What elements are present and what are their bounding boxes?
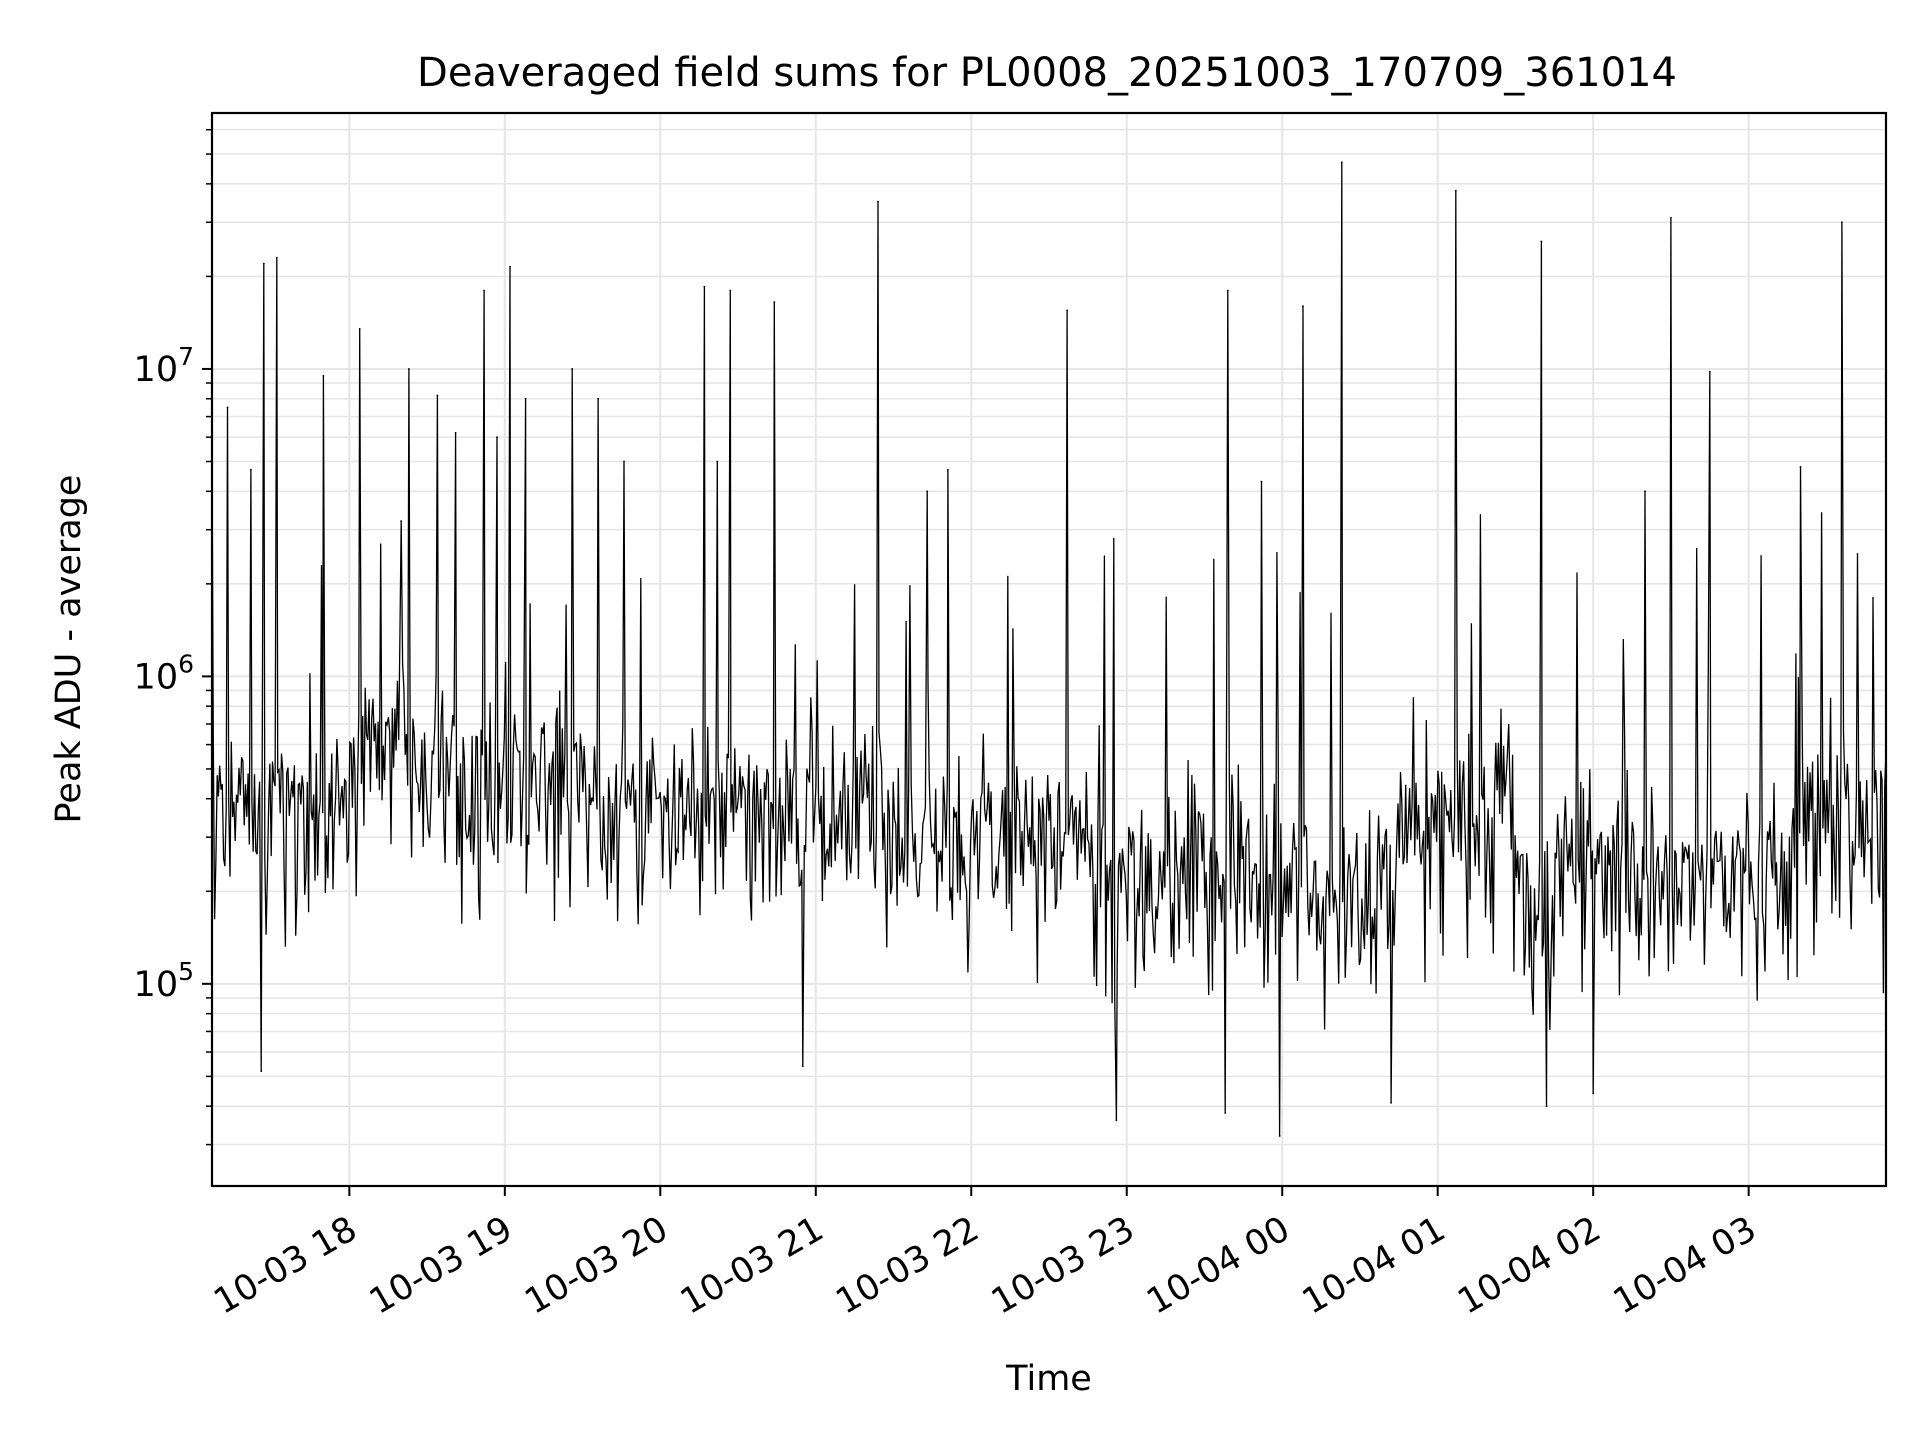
spike-point	[275, 256, 278, 259]
spike-point	[947, 468, 949, 471]
x-tick-label: 10-04 00	[1140, 1209, 1296, 1322]
dip-point	[1390, 1101, 1392, 1104]
y-tick-label: 105	[134, 957, 194, 1005]
spike-point	[1856, 553, 1859, 555]
spike-point	[703, 285, 706, 288]
grid-lines	[212, 113, 1886, 1186]
data-series	[211, 161, 1887, 1137]
dip-point	[260, 1070, 263, 1073]
x-tick-label: 10-03 23	[985, 1209, 1141, 1322]
spike-point	[1670, 216, 1672, 219]
plot-frame	[210, 111, 1888, 1188]
x-tick-label: 10-03 18	[208, 1209, 364, 1322]
spike-point	[571, 368, 574, 370]
y-axis-label: Peak ADU - average	[49, 475, 89, 824]
dip-point	[801, 1065, 804, 1068]
spike-point	[1872, 597, 1874, 599]
spike-point	[1708, 370, 1711, 373]
x-tick-label: 10-03 20	[519, 1209, 675, 1322]
spike-point	[1841, 221, 1843, 224]
spike-point	[509, 265, 511, 268]
spike-point	[716, 460, 719, 463]
spike-point	[226, 406, 229, 409]
x-tick-label: 10-03 21	[674, 1209, 830, 1322]
spike-point	[408, 368, 410, 370]
spike-point	[524, 397, 527, 400]
chart-title: Deaveraged field sums for PL0008_2025100…	[417, 50, 1677, 96]
spike-point	[436, 394, 439, 397]
spike-point	[322, 374, 325, 377]
x-axis-ticks: 10-03 18 10-03 19 10-03 20 10-03 21 10-03 22…	[208, 1186, 1763, 1322]
spike-point	[1112, 538, 1115, 540]
spike-point	[496, 436, 498, 439]
spike-point	[1302, 305, 1304, 308]
spike-point	[1799, 466, 1802, 468]
spike-point	[1340, 161, 1343, 164]
spike-point	[262, 262, 265, 265]
spike-point	[729, 289, 732, 292]
spike-point	[877, 200, 879, 203]
spike-point	[597, 397, 600, 400]
series-line	[211, 162, 1887, 1137]
spike-point	[1260, 480, 1263, 483]
y-tick-label: 107	[134, 342, 194, 390]
spike-point	[249, 468, 252, 471]
spike-point	[1454, 189, 1457, 192]
x-axis-label: Time	[1005, 1359, 1092, 1399]
spike-point	[773, 301, 776, 303]
y-axis-ticks: 105 106 107	[134, 128, 212, 1146]
spike-point	[358, 327, 361, 330]
spike-point	[1644, 490, 1646, 493]
spike-point	[483, 289, 485, 292]
spike-point	[1226, 289, 1229, 292]
spike-point	[454, 431, 457, 434]
spike-point	[623, 460, 625, 463]
x-tick-label: 10-04 03	[1607, 1209, 1763, 1322]
spike-point	[1066, 309, 1069, 312]
spike-point	[400, 520, 403, 522]
x-tick-label: 10-03 22	[829, 1209, 985, 1322]
x-tick-label: 10-03 19	[363, 1209, 519, 1322]
dip-point	[1224, 1112, 1227, 1114]
spike-point	[1540, 240, 1543, 243]
dip-point	[1592, 1092, 1595, 1095]
dip-point	[1545, 1105, 1548, 1108]
x-tick-label: 10-04 02	[1451, 1209, 1607, 1322]
spike-point	[926, 490, 929, 493]
x-tick-label: 10-04 01	[1296, 1209, 1452, 1322]
dip-point	[1278, 1135, 1281, 1137]
dip-point	[1115, 1119, 1118, 1122]
y-tick-label: 106	[134, 649, 194, 697]
